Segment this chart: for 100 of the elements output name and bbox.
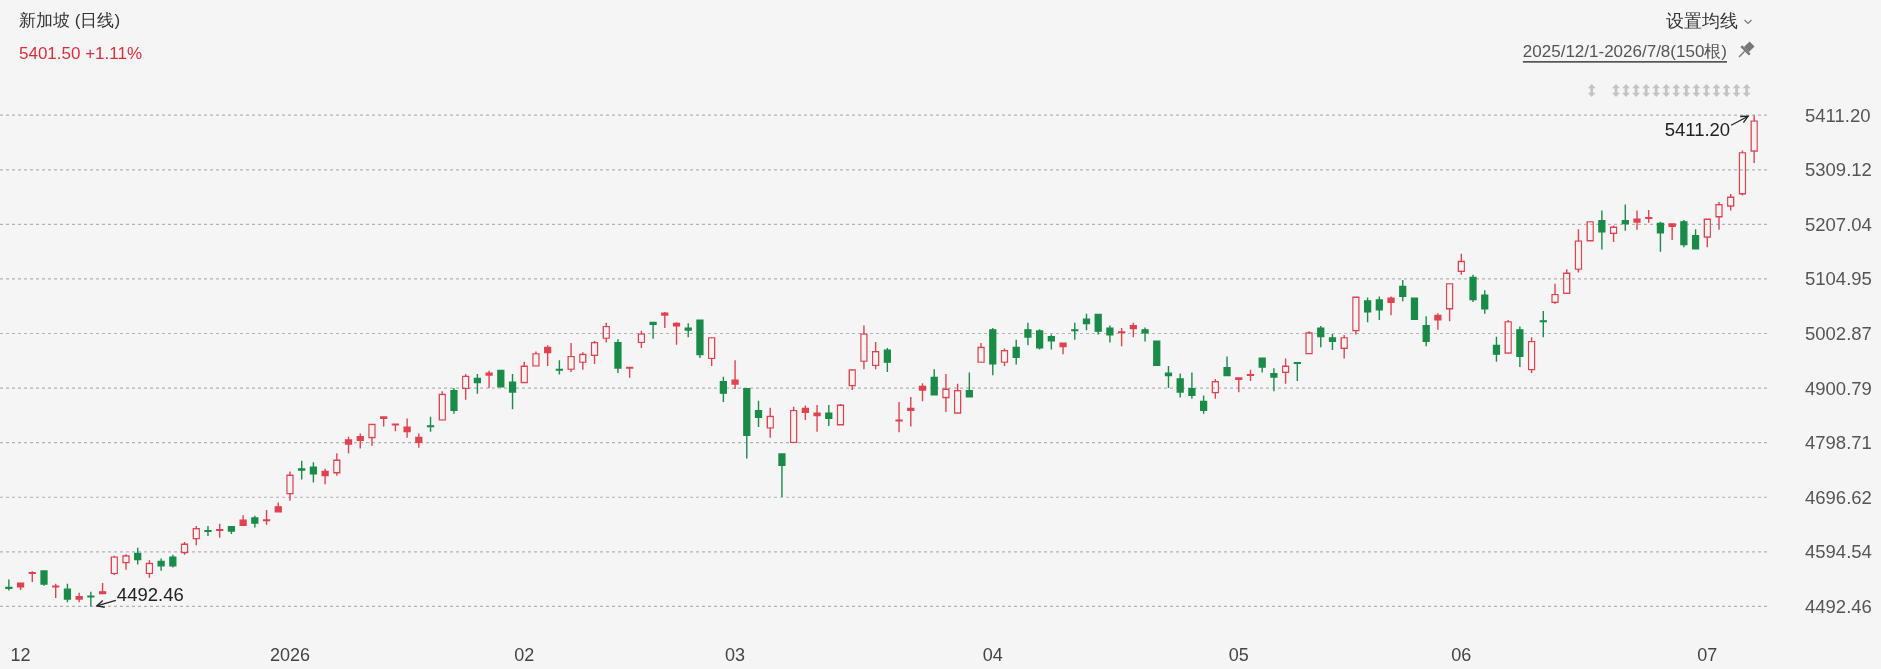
candlestick: [63, 582, 72, 604]
x-tick-label: 02: [514, 645, 535, 665]
candlestick: [1656, 221, 1665, 253]
candlestick: [1363, 296, 1372, 323]
candlestick: [579, 351, 587, 371]
candlestick: [1492, 335, 1501, 363]
y-tick-label: 4492.46: [1805, 595, 1872, 617]
annotation: 4492.46: [116, 583, 184, 605]
y-tick-label: 5002.87: [1805, 323, 1872, 345]
candlestick: [1199, 394, 1208, 415]
candlestick: [555, 359, 564, 376]
candlestick: [485, 370, 493, 389]
candlestick: [1387, 295, 1395, 316]
candlestick: [1539, 310, 1547, 338]
candlestick: [28, 570, 36, 583]
candlestick: [40, 569, 48, 587]
y-tick-label: 4798.71: [1805, 432, 1872, 454]
candlestick: [1317, 325, 1325, 349]
candlestick: [426, 416, 435, 433]
candlestick: [274, 501, 282, 514]
chart-title: 新加坡 (日线): [19, 10, 121, 30]
candlestick: [731, 359, 739, 390]
candlestick: [309, 461, 318, 484]
candlestick: [473, 373, 482, 395]
candlestick: [403, 417, 411, 439]
candlestick: [169, 554, 177, 569]
candlestick: [743, 387, 751, 460]
candlestick: [52, 582, 60, 599]
candlestick: [1141, 326, 1149, 343]
y-tick-label: 5309.12: [1805, 159, 1872, 181]
candlestick: [942, 373, 950, 413]
candlestick: [450, 387, 458, 415]
candlestick: [204, 525, 212, 537]
candlestick: [415, 432, 423, 449]
candlestick: [356, 432, 364, 450]
candlestick: [626, 365, 634, 379]
candlestick: [508, 373, 517, 411]
candlestick: [122, 553, 130, 571]
candlestick: [1621, 203, 1629, 232]
y-tick-label: 5411.20: [1805, 104, 1871, 126]
candlestick: [1223, 355, 1231, 377]
candlestick: [1516, 325, 1524, 368]
candlestick: [649, 320, 657, 340]
candlestick: [1164, 365, 1173, 389]
candlestick: [1399, 279, 1407, 303]
candlestick: [614, 338, 622, 374]
candlestick: [239, 514, 247, 527]
candlestick: [918, 382, 927, 403]
candlestick: [1727, 193, 1735, 212]
candlestick: [696, 318, 704, 359]
candlestick: [344, 435, 353, 454]
y-tick-label: 5104.95: [1805, 268, 1872, 290]
candlestick: [965, 371, 973, 399]
candlestick: [1375, 295, 1383, 321]
candlestick: [778, 452, 786, 498]
text: 设置均线: [1666, 11, 1738, 31]
x-tick-label: 12: [10, 645, 31, 665]
candlestick: [98, 582, 107, 596]
candlestick: [989, 327, 997, 376]
candlestick: [1059, 341, 1067, 355]
candlestick: [180, 541, 189, 556]
candlestick: [825, 404, 833, 427]
candlestick: [883, 347, 891, 373]
candlestick: [1117, 327, 1126, 347]
candlestick: [1422, 315, 1430, 347]
candlestick: [661, 311, 669, 329]
candlestick: [684, 322, 692, 338]
annotation: 5411.20: [1664, 118, 1731, 140]
candlestick: [1188, 371, 1196, 400]
y-tick-label: 4900.79: [1805, 377, 1872, 399]
candlestick: [1270, 367, 1278, 392]
candlestick: [1609, 224, 1618, 243]
x-tick-label: 2026: [269, 645, 310, 665]
candlestick: [1176, 372, 1184, 399]
candlestick: [1246, 369, 1255, 382]
candlestick: [1633, 209, 1641, 231]
candlestick: [216, 523, 224, 539]
candlestick: [380, 415, 388, 428]
candlestick: [75, 592, 83, 604]
candlestick: [321, 468, 329, 485]
candlestick: [227, 525, 236, 535]
candlestick: [1094, 312, 1102, 336]
y-tick-label: 4696.62: [1805, 486, 1872, 508]
candlestick: [1668, 222, 1676, 241]
candlestick: [813, 404, 821, 433]
x-tick-label: 03: [725, 645, 746, 665]
candlestick: [1481, 289, 1489, 315]
candlestick: [251, 515, 259, 529]
candlestick: [262, 509, 271, 526]
candlestick: [1281, 357, 1290, 385]
text: 2025/12/1-2026/7/8(150根): [1522, 42, 1727, 61]
candlestick: [1071, 322, 1079, 341]
candlestick: [1047, 333, 1055, 351]
candlestick: [5, 578, 13, 592]
x-tick-label: 05: [1228, 645, 1249, 665]
candlestick: [1598, 209, 1606, 251]
candlestick: [134, 547, 142, 566]
candlestick: [1235, 376, 1243, 393]
chart-subtitle: 5401.50 +1.11%: [19, 43, 143, 63]
candlestick: [895, 401, 903, 434]
